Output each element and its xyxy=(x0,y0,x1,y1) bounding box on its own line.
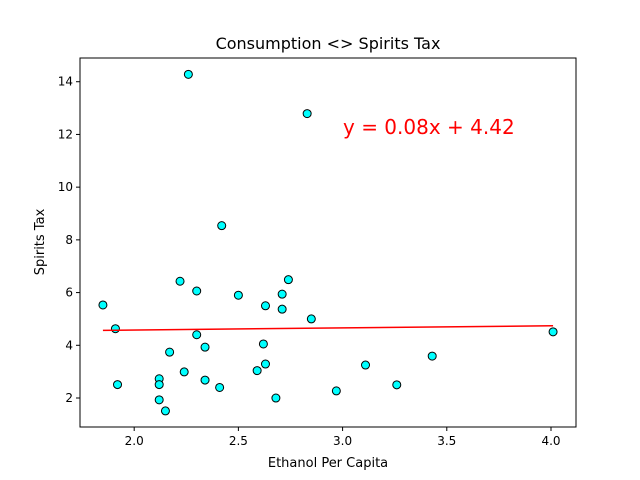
data-point xyxy=(392,380,402,390)
data-point xyxy=(548,327,558,337)
axes-frame xyxy=(79,57,577,428)
y-axis-label: Spirits Tax xyxy=(33,208,48,275)
data-point xyxy=(331,386,341,396)
y-tick-label: 14 xyxy=(58,75,73,89)
regression-line xyxy=(102,325,554,332)
data-point xyxy=(154,395,164,405)
x-tick-label: 3.0 xyxy=(333,434,352,448)
x-axis-label: Ethanol Per Capita xyxy=(268,456,388,471)
x-tick-label: 3.5 xyxy=(437,434,456,448)
data-point xyxy=(427,351,437,361)
data-point xyxy=(160,406,170,416)
data-point xyxy=(179,367,189,377)
data-point xyxy=(302,109,312,119)
y-tick-label: 12 xyxy=(58,127,73,141)
x-tick-label: 2.0 xyxy=(125,434,144,448)
data-point xyxy=(98,300,108,310)
data-point xyxy=(110,324,120,334)
chart-title: Consumption <> Spirits Tax xyxy=(216,34,441,53)
x-axis: 2.0 2.5 3.0 3.5 4.0 xyxy=(125,427,561,448)
data-point xyxy=(192,330,202,340)
data-point xyxy=(271,393,281,403)
data-point xyxy=(113,380,123,390)
data-point xyxy=(252,366,262,376)
data-point xyxy=(306,314,316,324)
y-tick-label: 6 xyxy=(65,286,73,300)
y-tick-label: 4 xyxy=(65,338,73,352)
y-tick-label: 8 xyxy=(65,233,73,247)
data-point xyxy=(215,382,225,392)
data-point xyxy=(192,286,202,296)
data-point xyxy=(258,339,268,349)
data-point xyxy=(277,289,287,299)
data-point xyxy=(200,342,210,352)
y-tick-label: 10 xyxy=(58,180,73,194)
regression-equation: y = 0.08x + 4.42 xyxy=(343,115,515,139)
data-point xyxy=(200,375,210,385)
data-point xyxy=(217,221,227,231)
y-axis: 2 4 6 8 10 12 14 xyxy=(58,75,80,405)
data-point xyxy=(154,380,164,390)
plot-area xyxy=(98,69,558,416)
data-point xyxy=(260,359,270,369)
data-point xyxy=(283,275,293,285)
data-point xyxy=(183,69,193,79)
data-point xyxy=(175,276,185,286)
y-tick-label: 2 xyxy=(65,391,73,405)
data-point xyxy=(233,290,243,300)
x-tick-label: 2.5 xyxy=(229,434,248,448)
data-point xyxy=(277,304,287,314)
data-point xyxy=(361,360,371,370)
x-tick-label: 4.0 xyxy=(541,434,560,448)
data-point xyxy=(260,301,270,311)
data-point xyxy=(165,347,175,357)
